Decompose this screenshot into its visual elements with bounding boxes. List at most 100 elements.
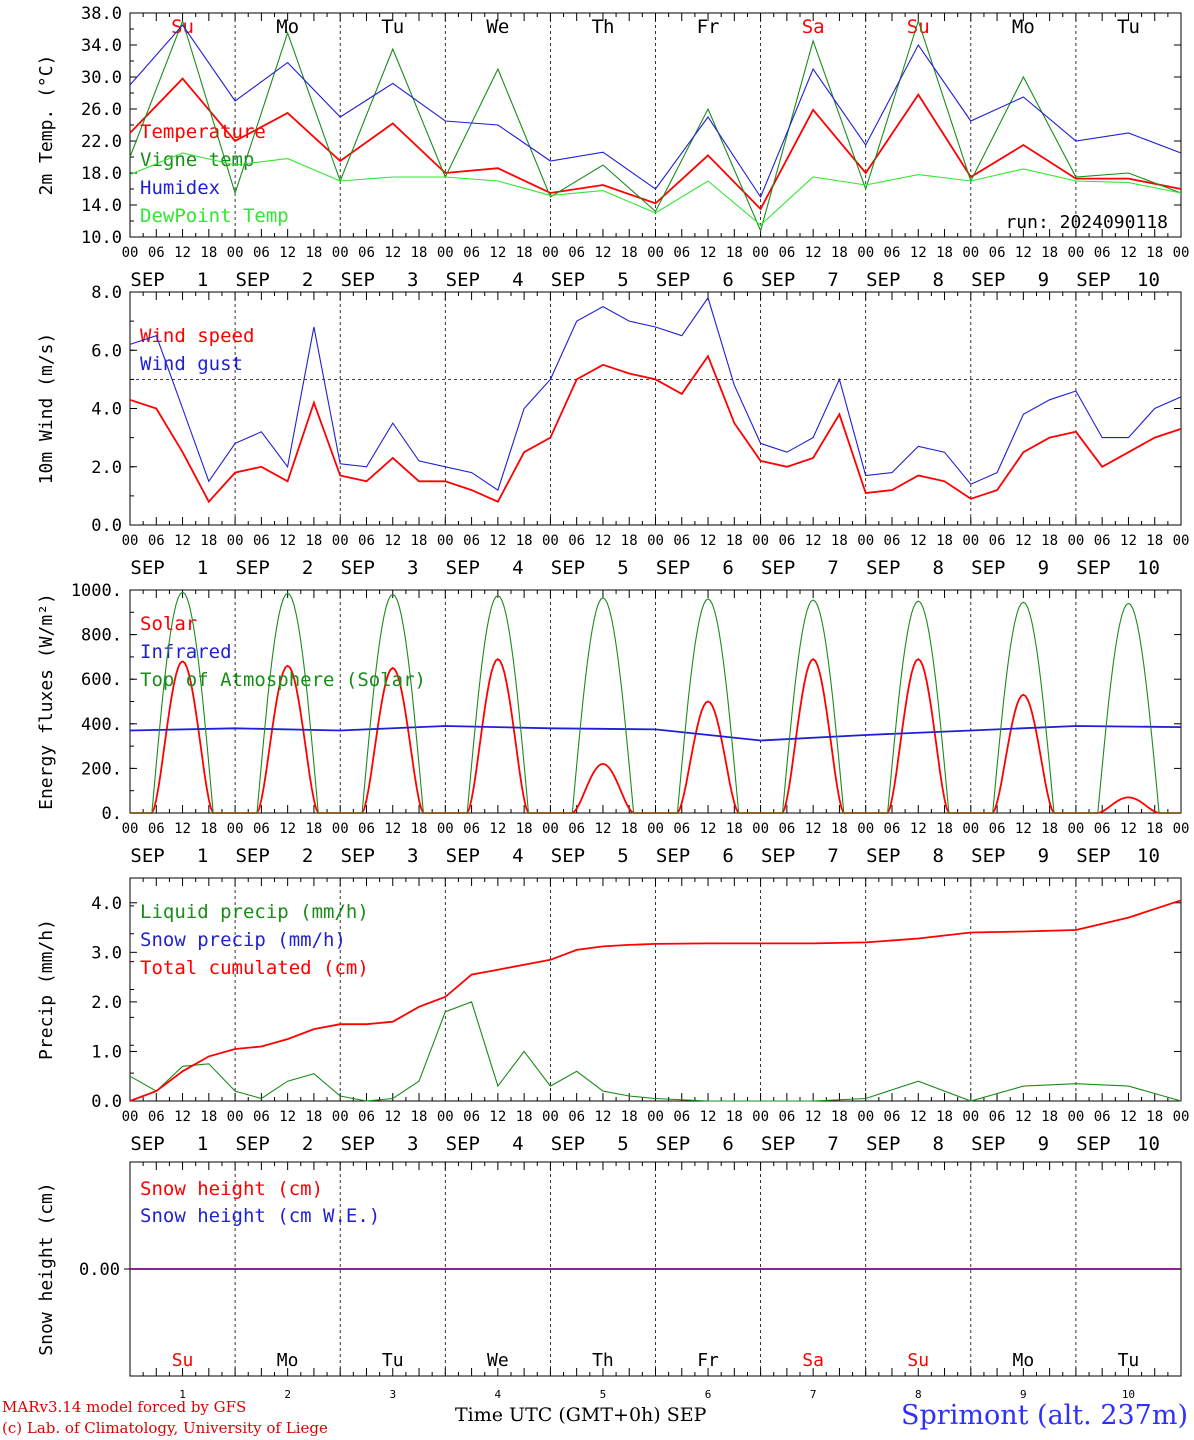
x-hour-label: 12: [384, 245, 401, 261]
y-tick-label: 10.0: [81, 228, 122, 248]
y-tick-label: 4.0: [91, 894, 122, 914]
bottom-day-number: 6: [705, 1388, 712, 1401]
x-hour-label: 12: [595, 245, 612, 261]
x-hour-label: 12: [1015, 1109, 1032, 1125]
x-hour-label: 12: [910, 1109, 927, 1125]
x-hour-label: 06: [884, 1109, 901, 1125]
x-hour-label: 06: [253, 821, 270, 837]
legend-entry: Temperature: [140, 121, 266, 143]
x-hour-label: 12: [489, 1109, 506, 1125]
x-hour-label: 12: [384, 821, 401, 837]
x-month-label: SEP: [130, 557, 164, 579]
x-hour-label: 12: [174, 245, 191, 261]
legend-entry: Snow height (cm): [140, 1178, 323, 1200]
x-day-number: 10: [1137, 557, 1160, 579]
legend-entry: Humidex: [140, 177, 220, 199]
bottom-weekday-label: Tu: [1118, 1350, 1140, 1371]
x-hour-label: 18: [1146, 533, 1163, 549]
x-hour-label: 12: [805, 245, 822, 261]
x-hour-label: 18: [1041, 821, 1058, 837]
x-hour-label: 00: [752, 1109, 769, 1125]
x-hour-label: 00: [857, 245, 874, 261]
x-axis-title: Time UTC (GMT+0h) SEP: [455, 1404, 707, 1426]
x-hour-label: 12: [1120, 245, 1137, 261]
y-tick-label: 30.0: [81, 68, 122, 88]
x-hour-label: 06: [148, 1109, 165, 1125]
x-month-label: SEP: [446, 269, 480, 291]
x-hour-label: 06: [358, 821, 375, 837]
x-hour-label: 00: [752, 245, 769, 261]
x-hour-label: 18: [411, 245, 428, 261]
x-hour-label: 12: [700, 533, 717, 549]
x-day-number: 1: [197, 845, 208, 867]
x-hour-label: 18: [1146, 1109, 1163, 1125]
x-hour-label: 06: [989, 1109, 1006, 1125]
x-hour-label: 06: [1094, 245, 1111, 261]
x-month-label: SEP: [551, 269, 585, 291]
x-hour-label: 00: [647, 821, 664, 837]
bottom-day-number: 7: [810, 1388, 817, 1401]
x-day-number: 8: [933, 269, 944, 291]
x-day-number: 7: [827, 845, 838, 867]
x-day-number: 5: [617, 845, 628, 867]
x-hour-label: 18: [516, 533, 533, 549]
x-month-label: SEP: [761, 269, 795, 291]
x-month-label: SEP: [235, 557, 269, 579]
series-line: [129, 24, 1182, 199]
series-line: [129, 19, 1182, 233]
x-month-label: SEP: [1076, 1133, 1110, 1155]
x-day-number: 9: [1038, 557, 1049, 579]
x-hour-label: 18: [621, 821, 638, 837]
x-hour-label: 06: [778, 245, 795, 261]
x-hour-label: 06: [253, 245, 270, 261]
x-month-label: SEP: [971, 269, 1005, 291]
x-hour-label: 06: [884, 245, 901, 261]
x-day-number: 8: [933, 557, 944, 579]
x-hour-label: 12: [489, 821, 506, 837]
x-hour-label: 00: [647, 533, 664, 549]
x-hour-label: 06: [989, 245, 1006, 261]
x-day-number: 6: [722, 269, 733, 291]
x-hour-label: 18: [1041, 245, 1058, 261]
x-hour-label: 00: [1067, 533, 1084, 549]
x-day-number: 8: [933, 845, 944, 867]
x-hour-label: 00: [542, 245, 559, 261]
bottom-day-number: 3: [389, 1388, 396, 1401]
bottom-day-number: 1: [179, 1388, 186, 1401]
x-hour-label: 18: [831, 821, 848, 837]
legend-entry: Liquid precip (mm/h): [140, 901, 369, 923]
x-hour-label: 06: [673, 821, 690, 837]
x-hour-label: 00: [122, 1109, 139, 1125]
x-month-label: SEP: [761, 845, 795, 867]
x-hour-label: 00: [962, 245, 979, 261]
x-month-label: SEP: [1076, 557, 1110, 579]
y-tick-label: 6.0: [91, 341, 122, 361]
x-hour-label: 00: [1173, 533, 1190, 549]
x-hour-label: 12: [384, 1109, 401, 1125]
x-hour-label: 12: [279, 821, 296, 837]
x-hour-label: 06: [463, 245, 480, 261]
x-month-label: SEP: [341, 269, 375, 291]
x-day-number: 10: [1137, 845, 1160, 867]
series-line: [129, 354, 1182, 504]
x-hour-label: 06: [568, 245, 585, 261]
x-hour-label: 12: [279, 1109, 296, 1125]
x-day-number: 4: [512, 845, 523, 867]
y-tick-label: 2.0: [91, 458, 122, 478]
y-tick-label: 1.0: [91, 1042, 122, 1062]
run-annotation: run: 2024090118: [1005, 212, 1168, 233]
x-hour-label: 06: [463, 533, 480, 549]
y-tick-label: 22.0: [81, 132, 122, 152]
x-hour-label: 12: [1120, 1109, 1137, 1125]
legend-entry: Vigne temp: [140, 149, 254, 171]
y-axis-title: Precip (mm/h): [36, 919, 57, 1060]
x-hour-label: 12: [489, 533, 506, 549]
lab-credit-line: (c) Lab. of Climatology, University of L…: [2, 1419, 328, 1437]
x-month-label: SEP: [446, 557, 480, 579]
y-tick-label: 8.0: [91, 283, 122, 303]
y-tick-label: 38.0: [81, 4, 122, 24]
top-weekday-label: Sa: [802, 16, 825, 38]
bottom-day-number: 9: [1020, 1388, 1027, 1401]
x-hour-label: 12: [595, 533, 612, 549]
x-hour-label: 06: [148, 821, 165, 837]
